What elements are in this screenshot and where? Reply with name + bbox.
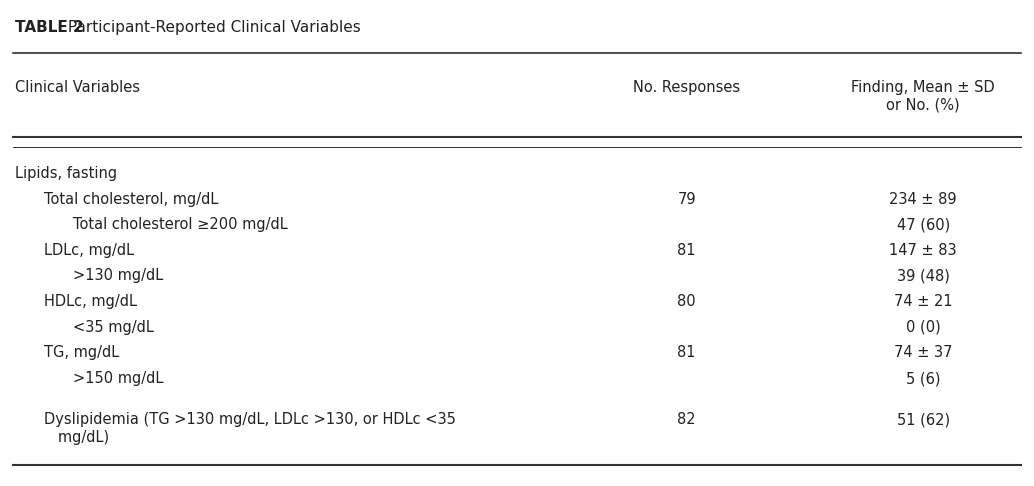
Text: 74 ± 21: 74 ± 21 [894,295,952,310]
Text: Clinical Variables: Clinical Variables [16,80,141,95]
Text: >130 mg/dL: >130 mg/dL [72,268,163,283]
Text: 39 (48): 39 (48) [896,268,949,283]
Text: Lipids, fasting: Lipids, fasting [16,166,117,181]
Text: Dyslipidemia (TG >130 mg/dL, LDLc >130, or HDLc <35
   mg/dL): Dyslipidemia (TG >130 mg/dL, LDLc >130, … [43,412,456,445]
Text: TABLE 2: TABLE 2 [16,19,84,35]
Text: 74 ± 37: 74 ± 37 [894,346,952,360]
Text: 81: 81 [677,346,696,360]
Text: 0 (0): 0 (0) [906,320,941,335]
Text: Finding, Mean ± SD
or No. (%): Finding, Mean ± SD or No. (%) [851,80,995,112]
Text: 51 (62): 51 (62) [896,412,950,427]
Text: >150 mg/dL: >150 mg/dL [72,371,163,386]
Text: LDLc, mg/dL: LDLc, mg/dL [43,243,134,258]
Text: No. Responses: No. Responses [633,80,740,95]
Text: Total cholesterol ≥200 mg/dL: Total cholesterol ≥200 mg/dL [72,217,287,232]
Text: 234 ± 89: 234 ± 89 [889,191,957,207]
Text: 82: 82 [677,412,696,427]
Text: 5 (6): 5 (6) [906,371,941,386]
Text: 47 (60): 47 (60) [896,217,950,232]
Text: Participant-Reported Clinical Variables: Participant-Reported Clinical Variables [63,19,361,35]
Text: 81: 81 [677,243,696,258]
Text: 79: 79 [677,191,696,207]
Text: Total cholesterol, mg/dL: Total cholesterol, mg/dL [43,191,218,207]
Text: TG, mg/dL: TG, mg/dL [43,346,119,360]
Text: 147 ± 83: 147 ± 83 [889,243,957,258]
Text: <35 mg/dL: <35 mg/dL [72,320,154,335]
Text: 80: 80 [677,295,696,310]
Text: HDLc, mg/dL: HDLc, mg/dL [43,295,136,310]
